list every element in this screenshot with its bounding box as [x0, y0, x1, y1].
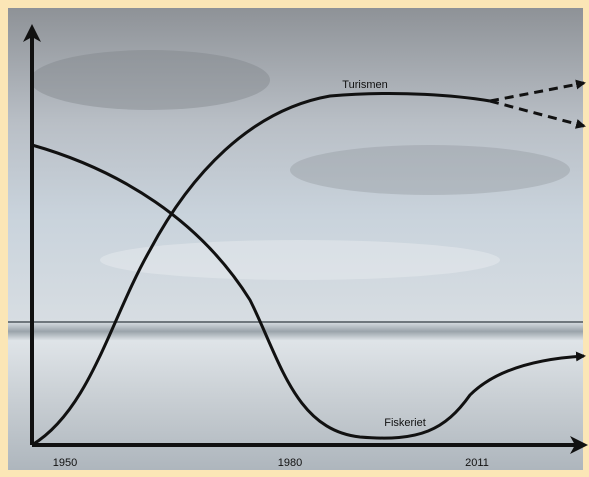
page: Turismen Fiskeriet 1950 1980 2011 (() =>…	[0, 0, 589, 477]
cloud	[100, 240, 500, 280]
x-label: 1980	[278, 457, 302, 469]
curve-label: Fiskeriet	[384, 417, 426, 429]
diagram: Turismen Fiskeriet 1950 1980 2011	[0, 0, 589, 477]
curve-label: Turismen	[342, 79, 387, 91]
cloud	[290, 145, 570, 195]
x-label: 1950	[53, 457, 77, 469]
x-label: 2011	[465, 457, 489, 469]
cloud	[30, 50, 270, 110]
